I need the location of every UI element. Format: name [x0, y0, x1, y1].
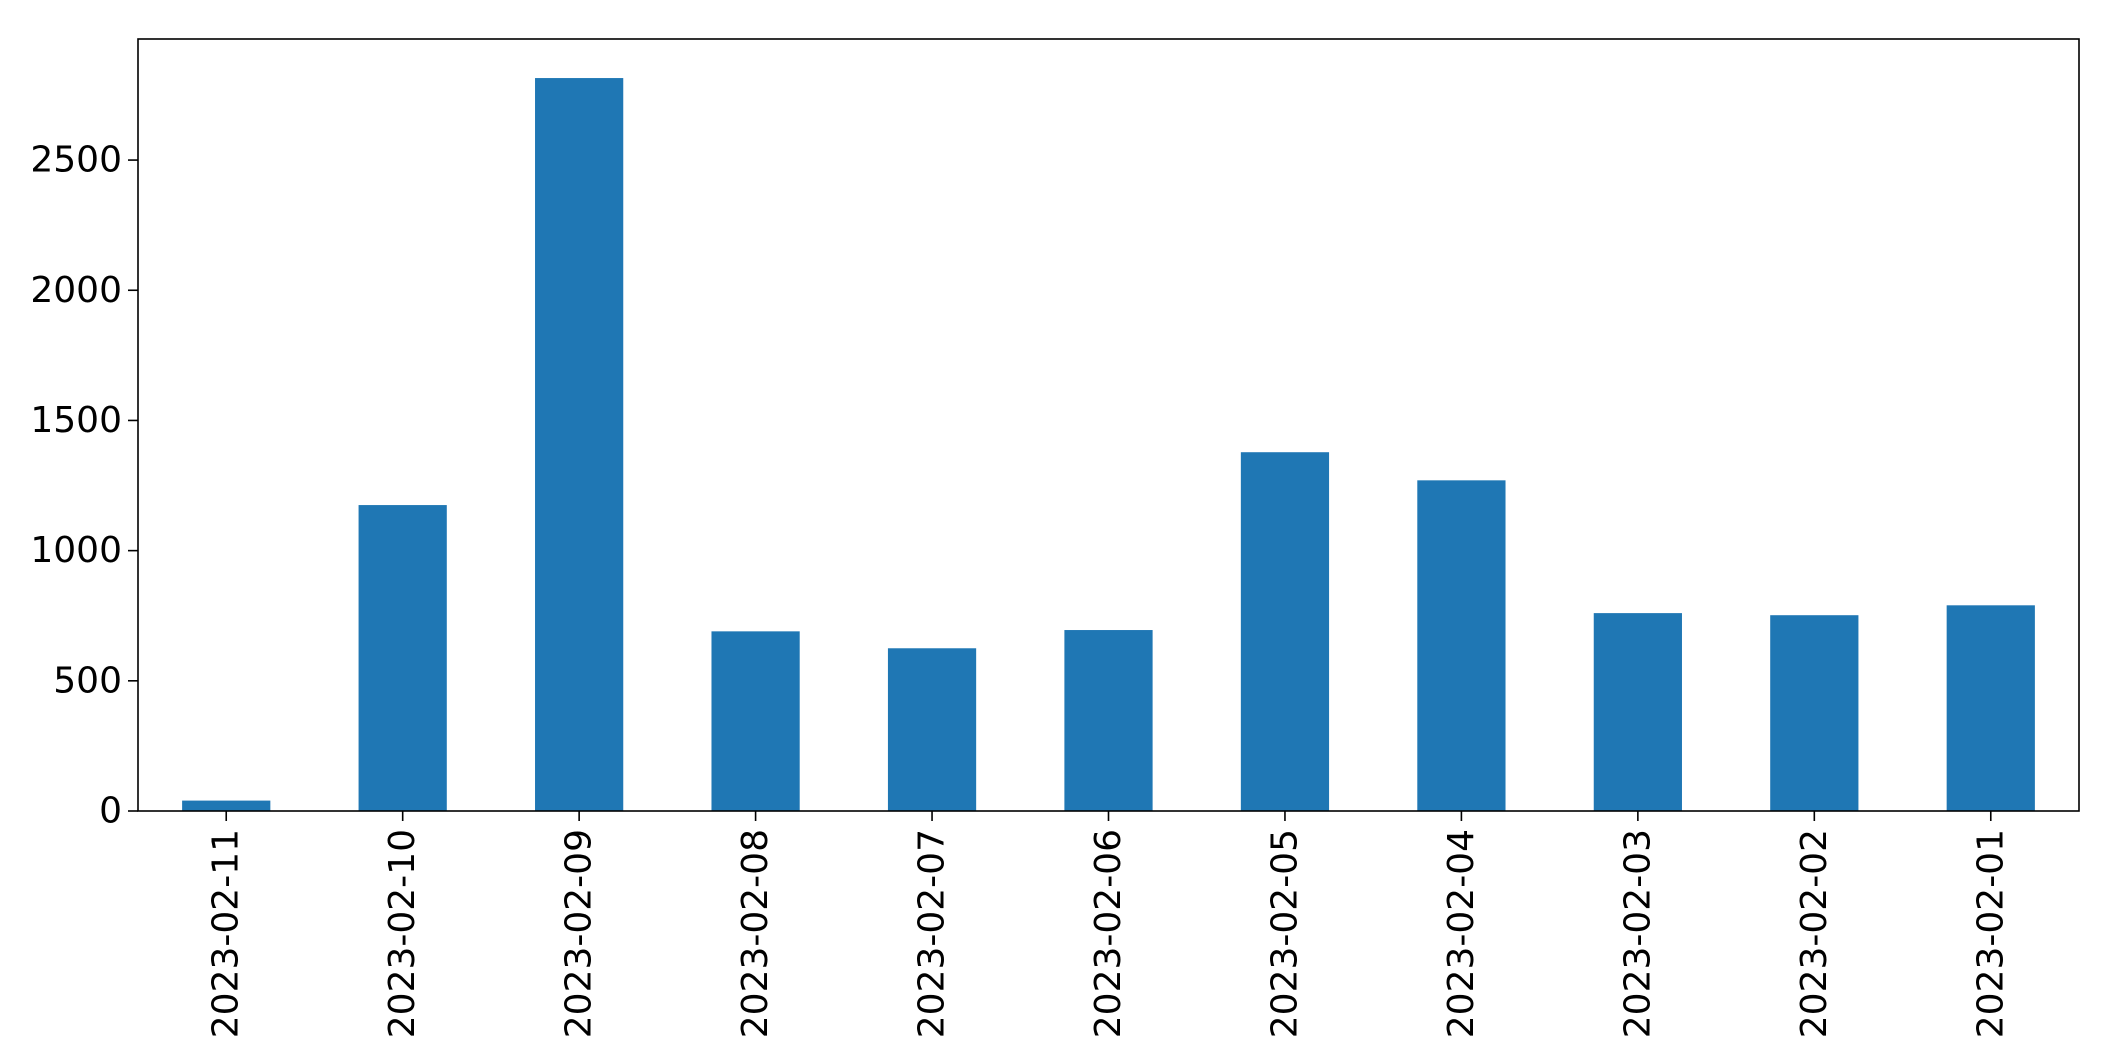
y-tick-label: 1500 [30, 400, 122, 441]
x-tick-label: 2023-02-01 [1970, 829, 2011, 1038]
y-tick-label: 2500 [30, 140, 122, 181]
bars-layer [182, 78, 2035, 811]
x-tick-label: 2023-02-08 [735, 829, 776, 1038]
x-tick-label: 2023-02-03 [1617, 829, 1658, 1038]
y-tick-label: 2000 [30, 270, 122, 311]
x-tick-label: 2023-02-10 [382, 829, 423, 1038]
y-tick-label: 500 [53, 660, 122, 701]
bar-2023-02-02 [1770, 615, 1859, 811]
x-tick-label: 2023-02-09 [559, 829, 600, 1038]
bar-2023-02-01 [1946, 605, 2035, 811]
x-axis: 2023-02-11 2023-02-10 2023-02-09 2023-02-08… [206, 811, 2011, 1038]
x-tick-label: 2023-02-02 [1794, 829, 1835, 1038]
bar-2023-02-09 [535, 78, 624, 811]
bar-2023-02-08 [711, 631, 800, 811]
y-axis: 0 500 1000 1500 2000 2500 [30, 140, 138, 832]
bar-2023-02-03 [1593, 613, 1682, 811]
bar-2023-02-05 [1240, 452, 1330, 811]
bar-2023-02-10 [358, 505, 447, 811]
bar-2023-02-06 [1064, 630, 1153, 811]
x-tick-label: 2023-02-11 [206, 829, 247, 1038]
plot-frame [137, 38, 2080, 812]
y-tick-label: 0 [99, 791, 122, 832]
bar-2023-02-04 [1417, 480, 1506, 811]
bar-2023-02-11 [182, 800, 271, 811]
x-tick-label: 2023-02-06 [1088, 829, 1129, 1038]
x-tick-label: 2023-02-04 [1441, 829, 1482, 1038]
bar-2023-02-07 [887, 648, 977, 811]
x-tick-label: 2023-02-07 [912, 829, 953, 1038]
y-tick-label: 1000 [30, 530, 122, 571]
x-tick-label: 2023-02-05 [1264, 829, 1305, 1038]
